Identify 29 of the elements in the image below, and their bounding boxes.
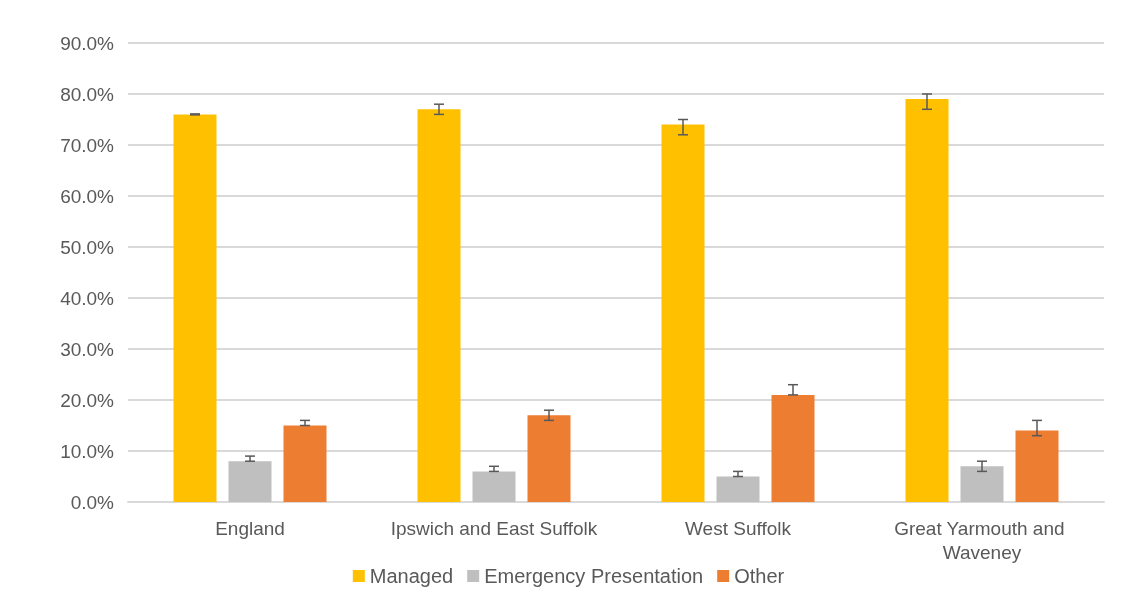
bar [716, 476, 760, 502]
bar [905, 99, 949, 502]
x-tick-label: Great Yarmouth and Waveney [894, 517, 1070, 563]
y-tick-label: 40.0% [60, 287, 115, 309]
y-tick-label: 70.0% [60, 134, 115, 156]
bar [960, 466, 1004, 502]
bar [527, 415, 571, 502]
legend-label: Other [734, 565, 785, 587]
bar [661, 124, 705, 502]
legend-label: Emergency Presentation [484, 565, 704, 587]
y-tick-label: 20.0% [60, 389, 115, 411]
y-tick-label: 60.0% [60, 185, 115, 207]
legend-label: Managed [369, 565, 454, 587]
x-tick-label: West Suffolk [685, 517, 792, 539]
x-tick-label: England [215, 517, 285, 539]
bar [417, 109, 461, 502]
bar [472, 471, 516, 502]
y-tick-label: 10.0% [60, 440, 115, 462]
y-tick-label: 0.0% [70, 491, 115, 513]
y-tick-label: 50.0% [60, 236, 115, 258]
x-tick-label: Ipswich and East Suffolk [390, 517, 598, 539]
bar [173, 114, 217, 502]
bar [771, 394, 815, 502]
y-tick-label: 90.0% [60, 32, 115, 54]
y-tick-label: 30.0% [60, 338, 115, 360]
y-tick-label: 80.0% [60, 83, 115, 105]
bar [1015, 430, 1059, 502]
bar [283, 425, 327, 502]
bar [228, 461, 272, 502]
